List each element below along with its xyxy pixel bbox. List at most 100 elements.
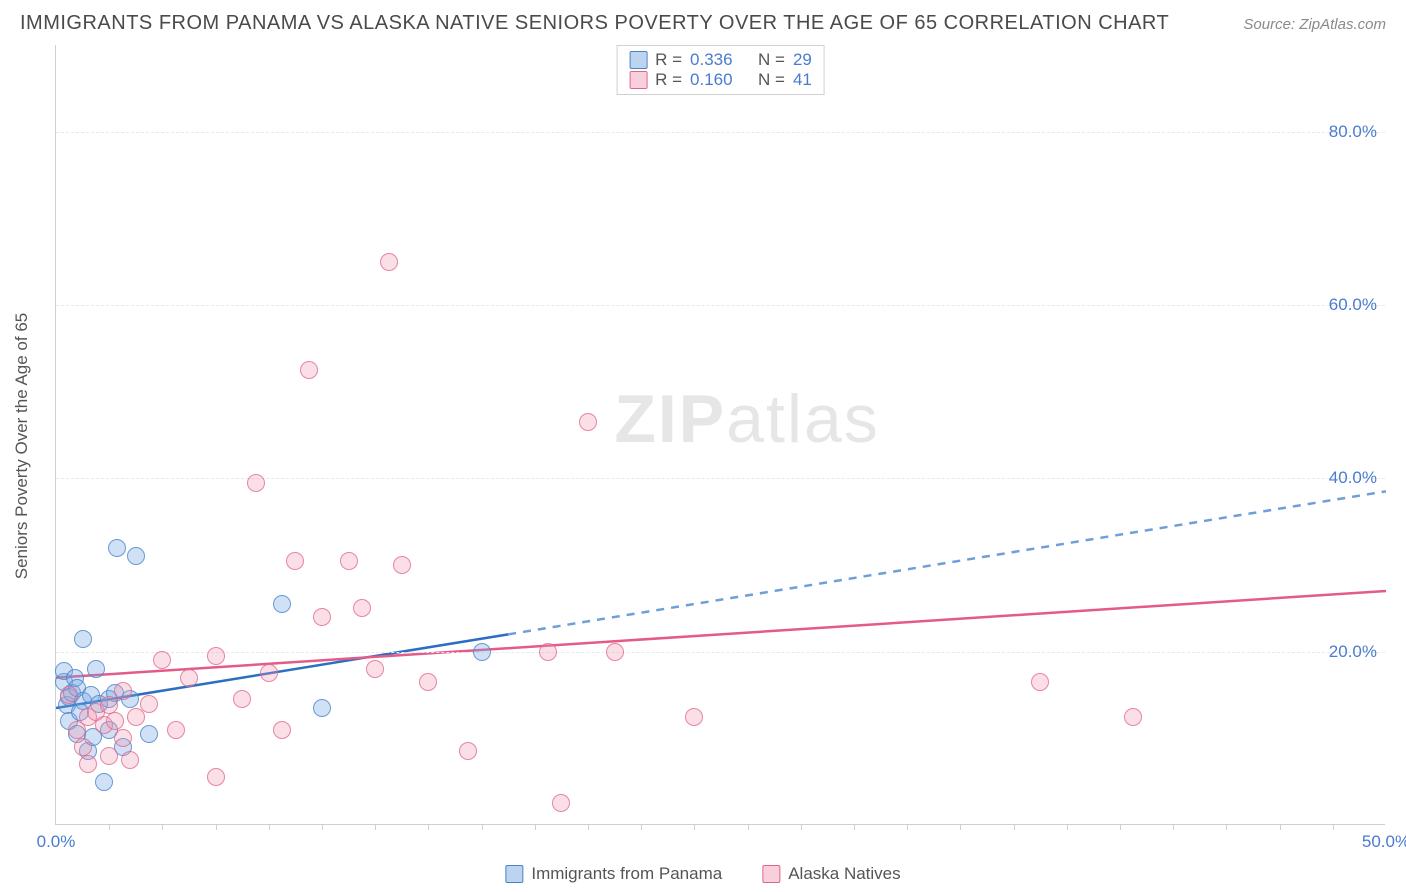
scatter-point-pink <box>106 712 124 730</box>
source-value: ZipAtlas.com <box>1299 16 1386 33</box>
ytick-label: 40.0% <box>1329 468 1377 488</box>
legend-item-blue: Immigrants from Panama <box>505 864 722 884</box>
ytick-label: 20.0% <box>1329 642 1377 662</box>
swatch-pink-icon <box>629 71 647 89</box>
xtick <box>1280 824 1281 830</box>
xtick <box>1173 824 1174 830</box>
scatter-point-blue <box>108 539 126 557</box>
scatter-point-pink <box>60 686 78 704</box>
scatter-point-pink <box>180 669 198 687</box>
scatter-point-pink <box>353 599 371 617</box>
r-value-blue: 0.336 <box>690 50 733 70</box>
scatter-point-pink <box>419 673 437 691</box>
ytick-label: 60.0% <box>1329 295 1377 315</box>
scatter-point-pink <box>114 729 132 747</box>
chart-container: IMMIGRANTS FROM PANAMA VS ALASKA NATIVE … <box>0 0 1406 892</box>
scatter-point-pink <box>539 643 557 661</box>
scatter-point-pink <box>340 552 358 570</box>
scatter-point-pink <box>74 738 92 756</box>
scatter-point-pink <box>685 708 703 726</box>
xtick <box>162 824 163 830</box>
scatter-point-pink <box>247 474 265 492</box>
watermark-bold: ZIP <box>614 381 726 457</box>
scatter-point-pink <box>579 413 597 431</box>
n-label: N = <box>758 50 785 70</box>
xtick <box>322 824 323 830</box>
xtick <box>1333 824 1334 830</box>
scatter-point-pink <box>233 690 251 708</box>
scatter-point-pink <box>207 647 225 665</box>
xtick-label: 50.0% <box>1362 832 1406 852</box>
xtick <box>960 824 961 830</box>
scatter-point-blue <box>313 699 331 717</box>
plot-area: ZIPatlas R = 0.336 N = 29 R = 0.160 N = … <box>55 45 1385 825</box>
legend-swatch-blue-icon <box>505 865 523 883</box>
legend-label-pink: Alaska Natives <box>788 864 900 884</box>
swatch-blue-icon <box>629 51 647 69</box>
scatter-point-pink <box>273 721 291 739</box>
scatter-point-pink <box>286 552 304 570</box>
scatter-point-pink <box>606 643 624 661</box>
scatter-point-pink <box>552 794 570 812</box>
scatter-point-pink <box>1031 673 1049 691</box>
xtick <box>1120 824 1121 830</box>
source-attribution: Source: ZipAtlas.com <box>1243 16 1386 33</box>
title-bar: IMMIGRANTS FROM PANAMA VS ALASKA NATIVE … <box>20 12 1386 35</box>
scatter-point-pink <box>100 747 118 765</box>
gridline-h <box>56 305 1385 306</box>
scatter-point-pink <box>260 664 278 682</box>
scatter-point-blue <box>273 595 291 613</box>
source-label: Source: <box>1243 16 1295 33</box>
gridline-h <box>56 652 1385 653</box>
scatter-point-pink <box>313 608 331 626</box>
xtick <box>109 824 110 830</box>
xtick <box>1014 824 1015 830</box>
scatter-point-blue <box>87 660 105 678</box>
ytick-label: 80.0% <box>1329 122 1377 142</box>
scatter-point-blue <box>127 547 145 565</box>
xtick <box>588 824 589 830</box>
n-value-blue: 29 <box>793 50 812 70</box>
trendline-dash-blue <box>508 491 1386 634</box>
xtick <box>375 824 376 830</box>
watermark-rest: atlas <box>726 381 880 457</box>
xtick <box>694 824 695 830</box>
legend-label-blue: Immigrants from Panama <box>531 864 722 884</box>
chart-title: IMMIGRANTS FROM PANAMA VS ALASKA NATIVE … <box>20 12 1169 35</box>
scatter-point-pink <box>140 695 158 713</box>
scatter-point-pink <box>114 682 132 700</box>
xtick <box>801 824 802 830</box>
r-label: R = <box>655 50 682 70</box>
legend-swatch-pink-icon <box>762 865 780 883</box>
xtick <box>1226 824 1227 830</box>
scatter-point-pink <box>300 361 318 379</box>
xtick <box>748 824 749 830</box>
n-value-pink: 41 <box>793 70 812 90</box>
xtick <box>428 824 429 830</box>
scatter-point-pink <box>153 651 171 669</box>
xtick-label: 0.0% <box>37 832 76 852</box>
bottom-legend: Immigrants from Panama Alaska Natives <box>505 864 900 884</box>
xtick <box>1067 824 1068 830</box>
xtick <box>854 824 855 830</box>
y-axis-label: Seniors Poverty Over the Age of 65 <box>12 313 32 579</box>
scatter-point-blue <box>95 773 113 791</box>
scatter-point-pink <box>121 751 139 769</box>
xtick <box>269 824 270 830</box>
n-label: N = <box>758 70 785 90</box>
scatter-point-pink <box>1124 708 1142 726</box>
xtick <box>216 824 217 830</box>
scatter-point-pink <box>459 742 477 760</box>
stats-legend: R = 0.336 N = 29 R = 0.160 N = 41 <box>616 45 825 95</box>
stats-row-pink: R = 0.160 N = 41 <box>629 70 812 90</box>
xtick <box>907 824 908 830</box>
scatter-point-pink <box>366 660 384 678</box>
scatter-point-blue <box>74 630 92 648</box>
legend-item-pink: Alaska Natives <box>762 864 900 884</box>
scatter-point-pink <box>393 556 411 574</box>
scatter-point-pink <box>380 253 398 271</box>
stats-row-blue: R = 0.336 N = 29 <box>629 50 812 70</box>
watermark-text: ZIPatlas <box>614 380 879 458</box>
scatter-point-pink <box>167 721 185 739</box>
xtick <box>535 824 536 830</box>
